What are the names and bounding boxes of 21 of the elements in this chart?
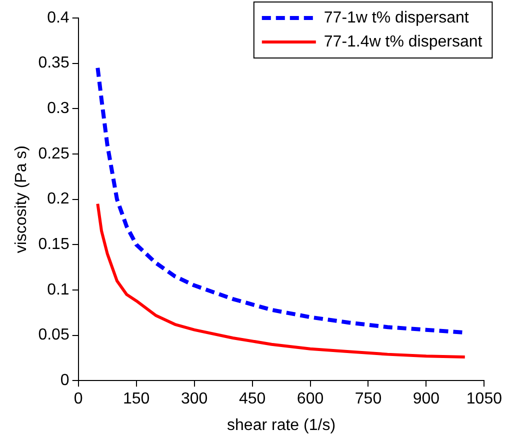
y-tick-label: 0: [60, 372, 70, 390]
x-axis-title: shear rate (1/s): [227, 416, 336, 434]
y-tick-label: 0.35: [38, 54, 70, 72]
y-tick-label: 0.1: [47, 281, 70, 298]
x-tick-label: 450: [238, 390, 266, 408]
y-tick-label: 0.3: [47, 100, 70, 118]
x-tick-label: 300: [180, 390, 208, 408]
y-tick-label: 0.2: [47, 190, 70, 208]
x-tick-label: 0: [74, 390, 83, 408]
x-tick-label: 750: [354, 390, 382, 408]
y-tick-label: 0.4: [47, 9, 70, 26]
legend-label: 77-1w t% dispersant: [324, 9, 470, 26]
y-tick-label: 0.15: [38, 236, 70, 254]
x-tick-label: 150: [122, 390, 150, 408]
y-axis-title: viscosity (Pa s): [13, 146, 30, 254]
y-tick-label: 0.05: [38, 326, 70, 344]
x-tick-label: 600: [296, 390, 324, 408]
x-tick-label: 1050: [466, 390, 502, 408]
x-tick-label: 900: [412, 390, 440, 408]
legend-label: 77-1.4w t% dispersant: [324, 33, 483, 50]
y-tick-label: 0.25: [38, 145, 70, 162]
